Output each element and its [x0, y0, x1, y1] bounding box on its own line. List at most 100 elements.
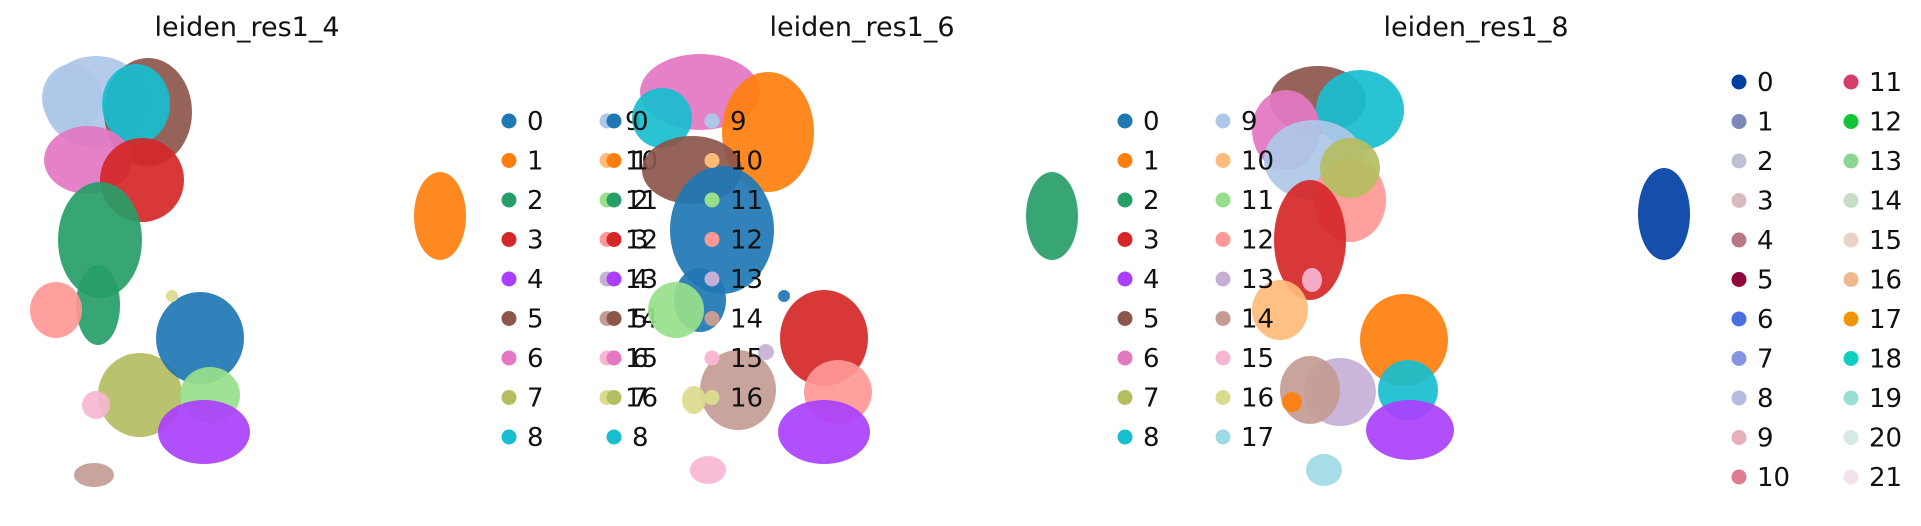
cluster-region [1280, 356, 1340, 424]
legend-label: 6 [527, 344, 544, 374]
legend-marker [1215, 113, 1231, 129]
legend-marker [1731, 351, 1747, 366]
legend-label: 14 [730, 305, 763, 335]
legend-item: 0 [501, 107, 544, 137]
legend-marker [1843, 311, 1859, 327]
legend-label: 1 [1757, 108, 1774, 138]
legend-item: 2 [606, 186, 649, 216]
cluster-region [670, 166, 774, 294]
cluster-region [156, 292, 244, 384]
legend-marker [1843, 114, 1859, 129]
legend-item: 12 [1215, 226, 1274, 256]
legend-label: 9 [1241, 107, 1258, 137]
legend-marker [704, 390, 720, 405]
legend-item: 3 [606, 226, 649, 256]
legend-label: 15 [625, 344, 658, 374]
legend-label: 18 [1869, 345, 1902, 375]
legend-label: 3 [632, 226, 649, 256]
legend-item: 14 [1215, 305, 1274, 335]
cluster-region [690, 456, 726, 484]
legend-label: 11 [730, 186, 763, 216]
legend-marker [1843, 390, 1859, 406]
legend-item: 4 [1731, 226, 1774, 256]
legend-marker [1731, 390, 1747, 406]
cluster-region [58, 182, 142, 298]
legend-label: 5 [1757, 266, 1774, 296]
legend-label: 12 [1869, 108, 1902, 138]
legend-label: 6 [1143, 344, 1160, 374]
legend-label: 3 [527, 226, 544, 256]
legend-item: 7 [606, 384, 649, 414]
legend-item: 16 [704, 384, 763, 414]
legend-marker [1731, 272, 1747, 287]
legend-item: 7 [501, 384, 544, 414]
legend-item: 14 [704, 305, 763, 335]
cluster-region [414, 172, 466, 260]
legend-marker [1731, 193, 1747, 208]
legend-label: 15 [1241, 344, 1274, 374]
legend-marker [1215, 311, 1231, 326]
cluster-region [1366, 400, 1454, 460]
legend-item: 21 [1843, 463, 1902, 493]
umap-scatter-clusters [30, 56, 466, 487]
legend-item: 8 [501, 423, 544, 453]
legend-marker [1117, 113, 1133, 129]
legend-item: 11 [1215, 186, 1274, 216]
legend-marker [1117, 429, 1133, 445]
legend-marker [1843, 430, 1859, 445]
legend-marker [1731, 469, 1747, 485]
legend-item: 7 [1117, 384, 1160, 414]
legend-marker [1117, 390, 1133, 405]
legend-marker [1731, 74, 1747, 90]
legend-item: 18 [1843, 345, 1902, 375]
legend-label: 12 [625, 226, 658, 256]
legend-item: 6 [1731, 305, 1774, 335]
legend-item: 0 [606, 107, 649, 137]
legend-item: 14 [1843, 187, 1902, 217]
legend-item: 2 [1731, 147, 1774, 177]
panel-title: leiden_res1_8 [1383, 12, 1568, 43]
cluster-region [648, 282, 704, 338]
legend-marker [1843, 153, 1859, 169]
legend-label: 1 [527, 147, 544, 177]
legend-label: 3 [1143, 226, 1160, 256]
legend-item: 5 [606, 305, 649, 335]
legend-label: 5 [1143, 305, 1160, 335]
legend-label: 7 [527, 384, 544, 414]
legend-label: 6 [632, 344, 649, 374]
legend-label: 11 [1241, 186, 1274, 216]
cluster-region [1252, 280, 1308, 340]
legend-item: 5 [501, 305, 544, 335]
legend-marker [1843, 351, 1859, 366]
legend-marker [704, 350, 720, 366]
cluster-region [632, 88, 692, 148]
legend-label: 0 [1143, 107, 1160, 137]
legend-label: 2 [1143, 186, 1160, 216]
legend-marker [1117, 311, 1133, 326]
legend-label: 16 [625, 384, 658, 414]
legend-marker [1731, 311, 1747, 327]
legend-label: 12 [1241, 226, 1274, 256]
legend-item: 13 [1843, 147, 1902, 177]
legend-item: 4 [606, 265, 649, 295]
legend-marker [704, 232, 720, 247]
legend-label: 3 [1757, 187, 1774, 217]
legend-item: 17 [1843, 305, 1902, 335]
legend-item: 11 [704, 186, 763, 216]
legend-item: 2 [1117, 186, 1160, 216]
cluster-region [758, 344, 774, 360]
legend-item: 1 [1117, 147, 1160, 177]
legend-label: 16 [1241, 384, 1274, 414]
legend-marker [606, 153, 622, 168]
legend-marker [1843, 469, 1859, 485]
legend-label: 2 [632, 186, 649, 216]
legend-item: 15 [1215, 344, 1274, 374]
legend-item: 16 [1843, 266, 1902, 296]
legend-marker [606, 350, 622, 366]
legend-label: 4 [1757, 226, 1774, 256]
legend-item: 10 [1215, 147, 1274, 177]
legend-label: 5 [632, 305, 649, 335]
legend-marker [501, 311, 517, 326]
